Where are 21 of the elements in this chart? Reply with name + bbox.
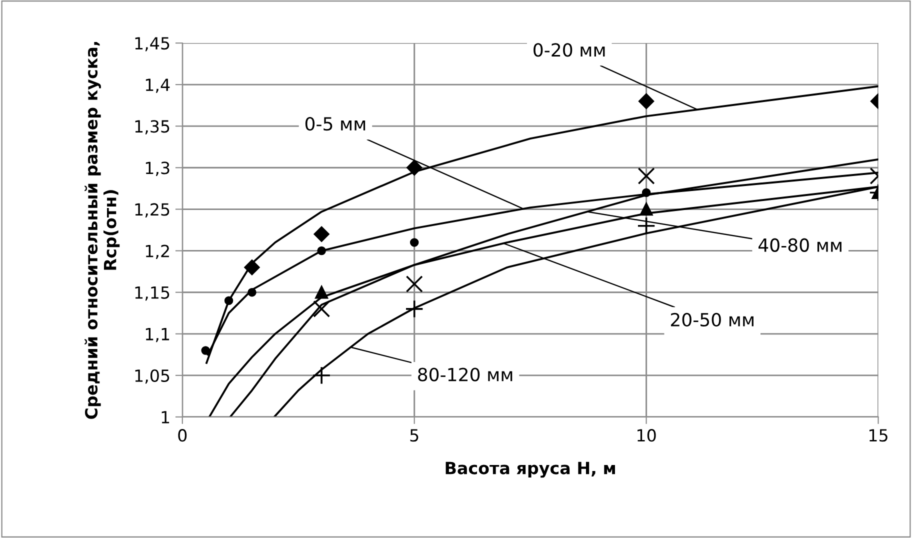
x-axis-title: Васота яруса H, м	[446, 462, 615, 478]
y-tick-label: 1,3	[146, 162, 170, 176]
x-tick-label: 5	[410, 429, 418, 442]
y-tick-label: 1,1	[146, 328, 170, 342]
annotation: 0-20 мм	[534, 43, 605, 57]
annotation: 80-120 мм	[418, 368, 512, 382]
y-tick-label: 1,2	[146, 244, 169, 260]
y-tick-label: 1,25	[135, 203, 170, 218]
y-tick-label: 1,35	[135, 120, 170, 134]
y-tick-label: 1	[162, 411, 170, 424]
annotation: 20-50 мм	[670, 312, 754, 327]
y-tick-label: 1,05	[135, 369, 170, 384]
annotation: 0-5 мм	[305, 116, 366, 131]
x-tick-label: 10	[638, 429, 656, 442]
annotation: 40-80 мм	[758, 238, 842, 252]
x-tick-label: 15	[869, 429, 888, 442]
y-tick-label: 1,45	[135, 37, 170, 52]
y-axis-title: Средний относительный размер куска, Rср(отн)	[84, 42, 120, 419]
y-tick-label: 1,15	[135, 286, 170, 301]
y-tick-label: 1,4	[146, 78, 170, 93]
x-tick-label: 0	[178, 429, 187, 442]
